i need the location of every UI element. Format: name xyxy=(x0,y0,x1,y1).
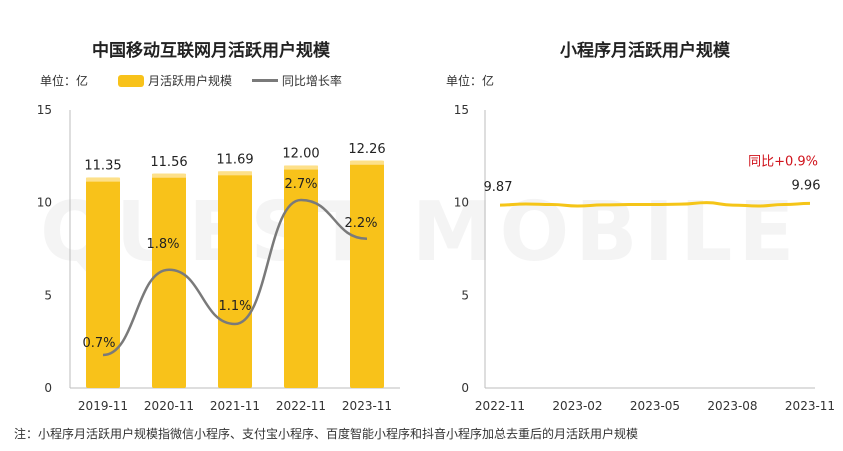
legend-bar-swatch xyxy=(118,75,144,87)
footnote: 注：小程序月活跃用户规模指微信小程序、支付宝小程序、百度智能小程序和抖音小程序加… xyxy=(14,427,639,441)
left-unit-label: 单位：亿 xyxy=(40,74,89,88)
mini-program-mau-line xyxy=(499,201,811,208)
bar xyxy=(284,165,318,388)
bar xyxy=(350,160,384,388)
bar-data-label: 11.69 xyxy=(216,152,253,167)
left-y-tick-label: 5 xyxy=(44,288,52,302)
left-y-tick-label: 0 xyxy=(44,381,52,395)
right-x-tick-label: 2023-02 xyxy=(552,399,602,413)
growth-rate-label: 1.8% xyxy=(146,237,179,252)
right-unit-label: 单位：亿 xyxy=(446,74,495,88)
left-x-tick-label: 2021-11 xyxy=(210,399,260,413)
left-x-tick-label: 2023-11 xyxy=(342,399,392,413)
growth-rate-line xyxy=(102,198,368,357)
growth-rate-label: 0.7% xyxy=(82,336,115,351)
growth-rate-label: 2.7% xyxy=(284,177,317,192)
bar-data-label: 12.26 xyxy=(348,142,385,157)
bar-top-highlight xyxy=(86,177,120,182)
bar xyxy=(218,171,252,388)
legend-line-swatch xyxy=(251,79,278,82)
left-x-tick-label: 2022-11 xyxy=(276,399,326,413)
bar-top-highlight xyxy=(284,165,318,170)
bar-data-label: 12.00 xyxy=(282,147,319,162)
bar-top-highlight xyxy=(218,171,252,176)
bar xyxy=(152,173,186,388)
right-y-tick-label: 5 xyxy=(461,288,469,302)
right-x-tick-label: 2023-08 xyxy=(707,399,757,413)
legend-line-label: 同比增长率 xyxy=(281,74,342,88)
left-x-tick-label: 2019-11 xyxy=(78,399,128,413)
start-value-label: 9.87 xyxy=(484,180,513,195)
growth-rate-label: 1.1% xyxy=(218,299,251,314)
end-value-label: 9.96 xyxy=(792,178,821,193)
bar-top-highlight xyxy=(152,173,186,178)
right-x-tick-label: 2023-05 xyxy=(630,399,680,413)
left-chart-title: 中国移动互联网月活跃用户规模 xyxy=(92,41,330,61)
right-x-tick-label: 2022-11 xyxy=(475,399,525,413)
bar-data-label: 11.56 xyxy=(150,155,187,170)
growth-rate-label: 2.2% xyxy=(344,216,377,231)
right-chart-title: 小程序月活跃用户规模 xyxy=(560,41,730,61)
left-x-tick-label: 2020-11 xyxy=(144,399,194,413)
left-legend: 月活跃用户规模 同比增长率 xyxy=(118,72,342,89)
right-x-tick-label: 2023-11 xyxy=(785,399,835,413)
bar-top-highlight xyxy=(350,160,384,165)
legend-bar-label: 月活跃用户规模 xyxy=(148,74,233,88)
left-y-tick-label: 15 xyxy=(37,103,52,117)
bar-data-label: 11.35 xyxy=(84,159,121,174)
left-y-tick-label: 10 xyxy=(37,196,52,210)
right-y-tick-label: 10 xyxy=(454,196,469,210)
right-y-tick-label: 0 xyxy=(461,381,469,395)
yoy-growth-annotation: 同比+0.9% xyxy=(748,154,818,169)
bar xyxy=(86,177,120,388)
right-y-tick-label: 15 xyxy=(454,103,469,117)
